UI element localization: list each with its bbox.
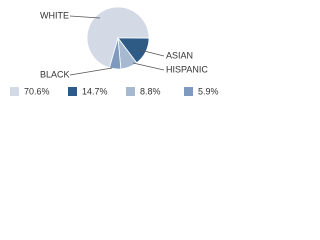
chart: WHITE ASIAN HISPANIC BLACK 70.6% 14.7% 8.8% 5.9… — [10, 6, 219, 96]
leader-line — [132, 62, 165, 71]
legend-label: 8.8% — [140, 86, 161, 96]
legend-swatch — [126, 87, 135, 96]
legend-label: 14.7% — [82, 86, 108, 96]
legend-swatch — [184, 87, 193, 96]
leader-line — [69, 67, 113, 76]
slice-label: BLACK — [40, 69, 70, 79]
legend-swatch — [10, 87, 19, 96]
pie-slice — [108, 37, 122, 70]
slice-label: WHITE — [40, 10, 69, 20]
slice-label: HISPANIC — [166, 64, 208, 74]
legend-swatch — [68, 87, 77, 96]
legend-label: 5.9% — [198, 86, 219, 96]
legend-label: 70.6% — [24, 86, 50, 96]
leader-line — [69, 15, 101, 19]
leader-line — [139, 49, 165, 57]
slice-label: ASIAN — [166, 50, 193, 60]
